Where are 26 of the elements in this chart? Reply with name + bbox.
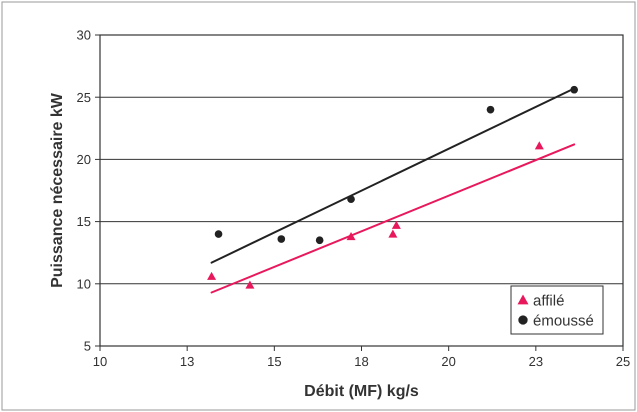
point [316, 236, 324, 244]
point [207, 272, 216, 280]
point [534, 141, 544, 150]
y-tick-label: 30 [76, 28, 91, 43]
y-tick-label: 20 [76, 152, 91, 167]
legend-label: émoussé [533, 312, 594, 330]
x-axis-title: Débit (MF) kg/s [304, 383, 419, 400]
x-tick-label: 13 [180, 354, 194, 369]
x-tick-label: 18 [354, 354, 369, 369]
x-tick-label: 20 [441, 354, 456, 369]
y-tick-label: 15 [76, 214, 91, 230]
point [486, 106, 494, 114]
y-tick-label: 10 [76, 276, 91, 292]
x-tick-label: 25 [616, 354, 630, 369]
x-tick-label: 15 [267, 354, 282, 369]
x-tick-label: 10 [92, 354, 108, 369]
point [392, 220, 401, 229]
y-tick-label: 5 [84, 338, 91, 354]
y-axis-title: Puissance nécessaire kW [49, 92, 66, 288]
point [245, 280, 254, 289]
legend-label: affilé [533, 292, 564, 310]
point [214, 230, 222, 238]
x-tick-label: 23 [528, 354, 544, 369]
point [277, 235, 286, 243]
point [388, 230, 398, 238]
y-tick-label: 25 [76, 90, 91, 105]
